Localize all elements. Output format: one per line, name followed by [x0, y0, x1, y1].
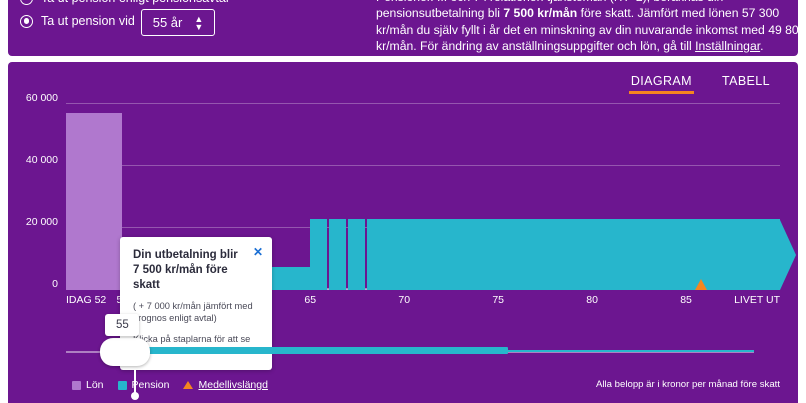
- chart-bar-pension[interactable]: [310, 218, 328, 290]
- slider-fill-thin: [507, 350, 754, 352]
- legend-label-pension: Pension: [131, 379, 170, 391]
- legend-label-medellivslangd: Medellivslängd: [198, 379, 268, 391]
- pension-option-panel: Ta ut pension enligt pensionsavtal Ta ut…: [8, 0, 806, 56]
- x-axis-tick-label: 70: [398, 294, 411, 306]
- radio-label-age: Ta ut pension vid: [41, 14, 135, 28]
- slider-fill: [148, 347, 508, 354]
- chart-bar-pension[interactable]: [329, 218, 346, 290]
- x-axis-tick-label: 85: [680, 294, 692, 306]
- radio-option-age[interactable]: Ta ut pension vid: [20, 14, 135, 28]
- y-axis-tick-label: 40 000: [25, 154, 58, 167]
- forecast-paragraph: Pensioner. ... och 7 i relationen tjänst…: [376, 0, 806, 55]
- medellivslangd-marker-icon[interactable]: [694, 279, 707, 290]
- tooltip-subtext: ( + 7 000 kr/mån jämfört med prognos enl…: [133, 300, 260, 325]
- tab-tabell[interactable]: TABELL: [712, 70, 780, 94]
- y-axis-tick-label: 20 000: [25, 216, 58, 229]
- radio-label-contract: Ta ut pension enligt pensionsavtal: [41, 0, 229, 5]
- x-axis-tick-label: IDAG 52: [66, 294, 107, 306]
- paragraph-amount-bold: 7 500 kr/mån: [503, 6, 578, 21]
- legend-item-medellivslangd[interactable]: Medellivslängd: [183, 379, 268, 391]
- legend-swatch-pension-icon: [117, 380, 127, 390]
- legend-triangle-icon: [183, 381, 194, 389]
- chart-bar-pension[interactable]: [347, 218, 365, 290]
- tooltip-title: Din utbetalning blir 7 500 kr/mån före s…: [133, 248, 251, 293]
- radio-option-contract[interactable]: Ta ut pension enligt pensionsavtal: [20, 0, 229, 5]
- gridline: [66, 165, 780, 167]
- slider-value-bubble: 55: [105, 314, 140, 336]
- tooltip-anchor-dot: [130, 391, 139, 400]
- tooltip-sub-line1: ( + 7 000 kr/mån jämfört med: [133, 301, 253, 311]
- settings-link[interactable]: Inställningar: [695, 39, 761, 54]
- tab-diagram[interactable]: DIAGRAM: [621, 70, 702, 94]
- radio-icon-age-selected: [20, 14, 33, 28]
- x-axis-tick-label: 65: [304, 294, 317, 306]
- age-select[interactable]: 55 år ▲ ▼: [141, 9, 215, 36]
- radio-icon-contract: [20, 0, 33, 5]
- x-axis-tick-label: LIVET UT: [734, 294, 780, 306]
- view-tabs: DIAGRAM TABELL: [621, 70, 780, 94]
- pension-continues-arrow-icon: [780, 220, 796, 290]
- paragraph-text-b: före skatt. Jämfört med lönen 57 300 kr/…: [376, 6, 806, 54]
- paragraph-text-a: pensionsutbetalning bli: [376, 6, 504, 21]
- age-select-value: 55 år: [152, 15, 183, 30]
- close-icon[interactable]: ✕: [252, 245, 263, 259]
- chevron-updown-icon: ▲ ▼: [194, 13, 204, 32]
- tooltip-title-line2: 7 500 kr/mån före skatt: [133, 264, 228, 291]
- chart-panel: DIAGRAM TABELL 0 20 000 40 000 60 000 IDAG …: [8, 62, 798, 403]
- slider-value-label: 55: [115, 319, 129, 331]
- paragraph-line-cutoff: Pensioner. ... och 7 i relationen tjänst…: [376, 0, 723, 4]
- tooltip-stem: [134, 369, 136, 394]
- gridline: [66, 103, 780, 105]
- x-axis-tick-label: 80: [586, 294, 598, 306]
- y-axis-tick-label: 60 000: [25, 92, 58, 105]
- y-axis-tick-label: 0: [52, 278, 58, 290]
- tooltip-title-line1: Din utbetalning blir: [133, 249, 238, 261]
- slider-handle[interactable]: [100, 338, 151, 366]
- chart-bar-lon[interactable]: [66, 112, 123, 290]
- x-axis-tick-label: 75: [492, 294, 504, 306]
- tooltip-sub-line2: prognos enligt avtal): [133, 313, 217, 324]
- chart-legend: Lön Pension Medellivslängd: [72, 379, 268, 391]
- tab-diagram-label: DIAGRAM: [630, 74, 692, 88]
- footer-note: Alla belopp är i kronor per månad före s…: [596, 379, 780, 390]
- legend-swatch-lon-icon: [72, 380, 81, 390]
- legend-item-lon: Lön: [72, 379, 104, 391]
- tab-tabell-label: TABELL: [721, 74, 770, 88]
- legend-item-pension: Pension: [117, 379, 170, 391]
- paragraph-text-c: .: [760, 39, 764, 54]
- age-slider[interactable]: 55: [66, 314, 780, 376]
- bar-chart-plot[interactable]: 0 20 000 40 000 60 000: [26, 92, 796, 290]
- legend-label-lon: Lön: [86, 379, 104, 391]
- chart-bar-pension[interactable]: [366, 218, 780, 290]
